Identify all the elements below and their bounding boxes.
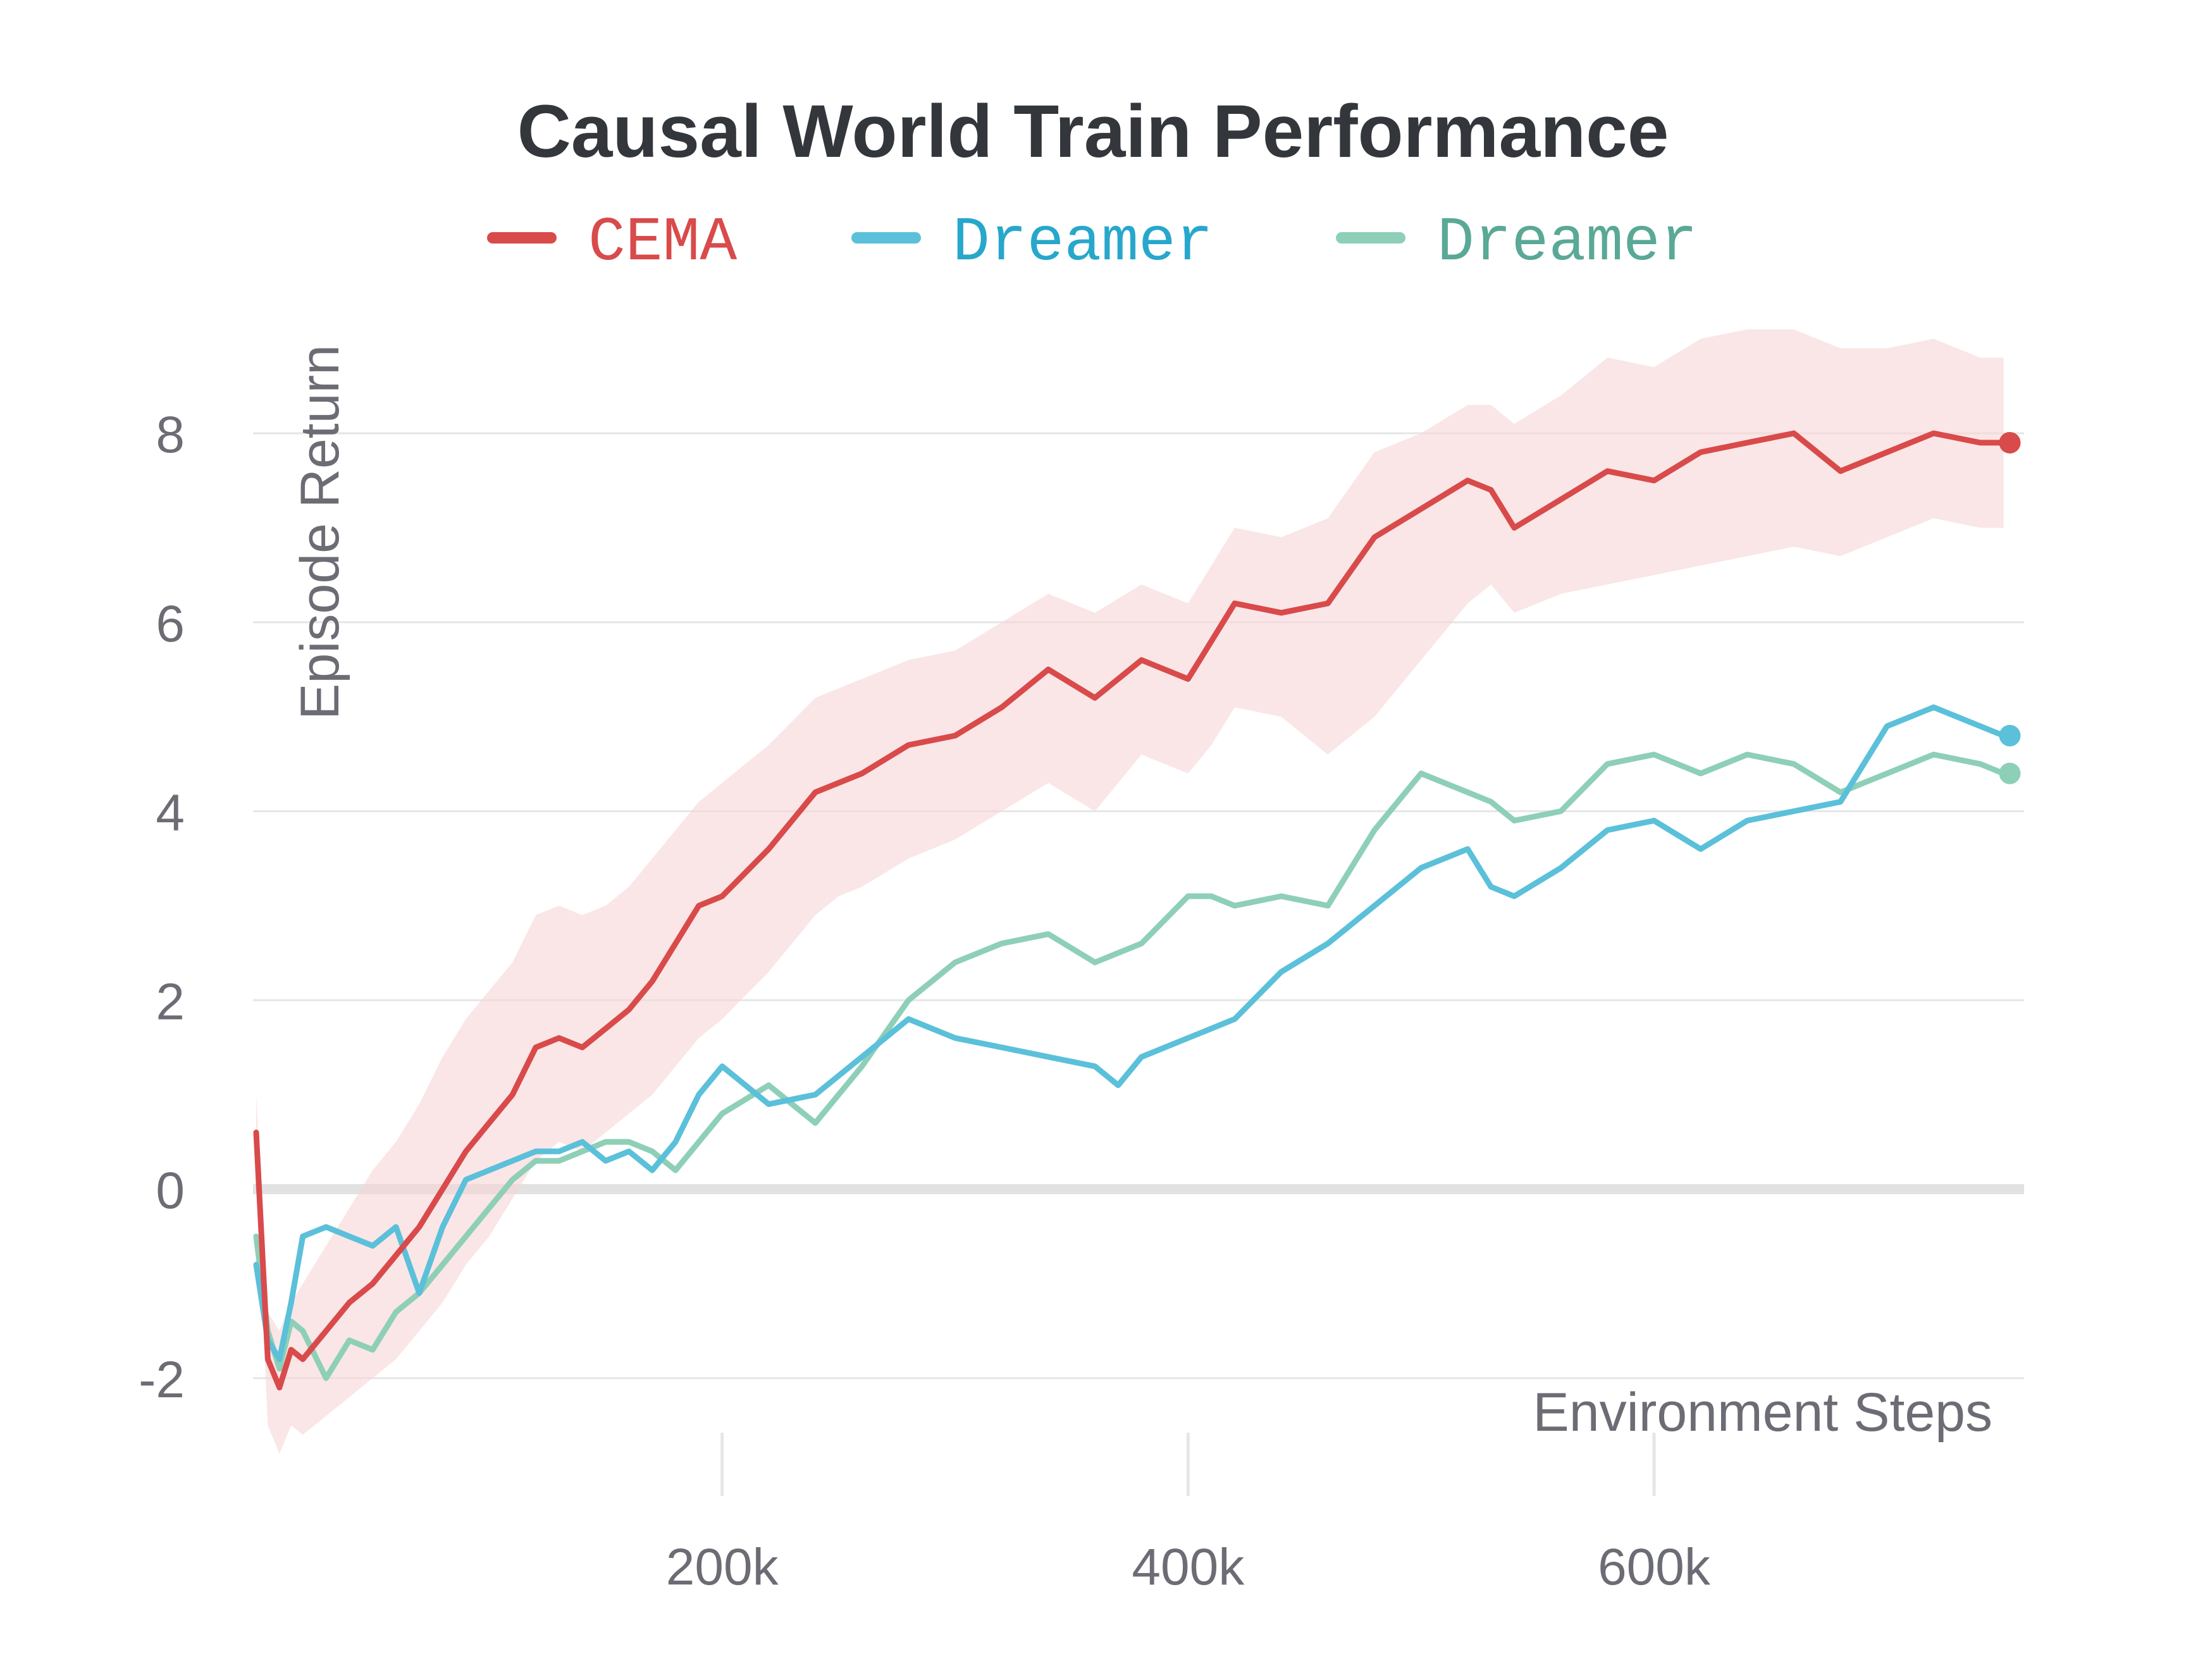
legend: CEMA Dreamer Dreamer — [487, 208, 1698, 278]
x-tick-label: 400k — [1132, 1538, 1245, 1596]
legend-swatch-cema — [487, 232, 557, 244]
y-tick-label: 0 — [156, 1162, 185, 1220]
line-series-2[interactable] — [253, 751, 2006, 1381]
series-lines — [253, 430, 2006, 1391]
legend-swatch-dreamer-green — [1336, 232, 1405, 244]
y-tick-label: -2 — [139, 1351, 185, 1409]
legend-item-dreamer-blue[interactable]: Dreamer — [851, 208, 1213, 278]
y-tick-label: 4 — [156, 784, 185, 842]
line-series-0[interactable] — [253, 430, 2006, 1391]
endpoint-series-1[interactable] — [1999, 725, 2021, 746]
series-endpoints — [1999, 431, 2021, 784]
y-tick-label: 8 — [156, 406, 185, 464]
legend-label-dreamer-blue: Dreamer — [953, 208, 1213, 278]
line-series-1[interactable] — [253, 704, 2006, 1362]
x-tick-label: 200k — [666, 1538, 779, 1596]
legend-item-dreamer-green[interactable]: Dreamer — [1336, 208, 1698, 278]
y-tick-label: 2 — [156, 973, 185, 1030]
band-series-0 — [256, 329, 2004, 1454]
y-tick-label: 6 — [156, 595, 185, 653]
x-axis-label: Environment Steps — [1533, 1382, 1992, 1443]
y-axis-label: Episode Return — [290, 345, 350, 720]
x-tick-label: 600k — [1598, 1538, 1711, 1596]
legend-label-dreamer-green: Dreamer — [1437, 208, 1698, 278]
legend-label-cema: CEMA — [588, 208, 737, 278]
endpoint-series-0[interactable] — [1999, 431, 2021, 454]
y-tick-labels: -2 0 2 4 6 8 — [139, 406, 185, 1409]
legend-swatch-dreamer-blue — [851, 232, 921, 244]
confidence-bands — [256, 329, 2004, 1454]
x-tick-labels: 200k 400k 600k — [666, 1538, 1711, 1596]
legend-item-cema[interactable]: CEMA — [487, 208, 737, 278]
chart-title: Causal World Train Performance — [517, 90, 1669, 173]
endpoint-series-2[interactable] — [1999, 762, 2021, 784]
